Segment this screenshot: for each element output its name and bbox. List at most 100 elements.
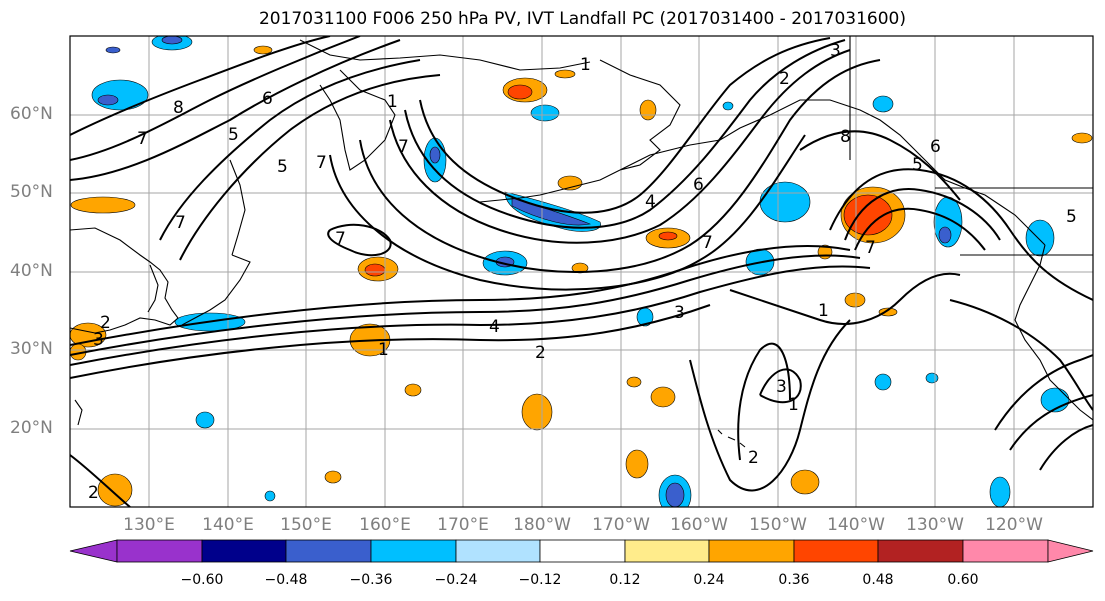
pv-positive-blob bbox=[625, 449, 649, 479]
contour-label: 5 bbox=[228, 125, 239, 145]
pv-positive-blob bbox=[626, 376, 642, 388]
longitude-label: 170°E bbox=[437, 515, 489, 535]
latitude-label: 50°N bbox=[10, 182, 53, 202]
colorbar-swatch bbox=[539, 539, 626, 563]
map-frame bbox=[69, 35, 1094, 508]
contour-line bbox=[844, 188, 1001, 241]
latitude-label: 20°N bbox=[10, 418, 53, 438]
pv-positive-blob bbox=[97, 473, 133, 507]
contour-label: 6 bbox=[693, 175, 704, 195]
contour-line bbox=[854, 207, 986, 251]
contour-label: 7 bbox=[335, 229, 346, 249]
pv-positive-blob bbox=[70, 196, 136, 214]
canada-border bbox=[849, 36, 1093, 256]
contour-label: 2 bbox=[535, 343, 546, 363]
pv-positive-blob bbox=[554, 69, 576, 79]
colorbar-tick-label: 0.12 bbox=[609, 572, 641, 588]
pv-negative-blob bbox=[872, 95, 894, 113]
colorbar-swatch bbox=[285, 539, 372, 563]
contour-label: 6 bbox=[930, 137, 941, 157]
pv-negative-blob bbox=[91, 79, 149, 111]
contour-line bbox=[389, 49, 851, 244]
colorbar-swatch bbox=[201, 539, 287, 563]
pv-negative-blob bbox=[105, 46, 121, 54]
pv-negative-blob bbox=[722, 101, 734, 111]
contour-label: 1 bbox=[378, 340, 389, 360]
contour-line bbox=[799, 130, 961, 201]
colorbar bbox=[69, 539, 1094, 563]
contour-label: 4 bbox=[489, 317, 500, 337]
pv-positive-blob bbox=[790, 469, 820, 495]
contour-line bbox=[949, 299, 1093, 411]
longitude-label: 150°E bbox=[280, 515, 332, 535]
colorbar-swatch bbox=[116, 539, 203, 563]
contour-line bbox=[829, 168, 1093, 301]
colorbar-swatch bbox=[624, 539, 710, 563]
aleutian-islands bbox=[479, 169, 621, 203]
longitude-label: 130°W bbox=[906, 515, 964, 535]
pv-positive-blob bbox=[253, 45, 273, 55]
colorbar-tick-label: −0.60 bbox=[180, 572, 224, 588]
pv-contours bbox=[70, 36, 1093, 507]
contour-label: 4 bbox=[645, 192, 656, 212]
colorbar-tick-label: −0.12 bbox=[518, 572, 562, 588]
contour-line bbox=[70, 304, 711, 379]
contour-label: 7 bbox=[702, 233, 713, 253]
colorbar-swatch bbox=[962, 539, 1049, 563]
contour-line bbox=[159, 59, 421, 241]
contour-label: 5 bbox=[912, 155, 923, 175]
pv-positive-blob bbox=[658, 231, 678, 241]
pv-positive-blob bbox=[639, 99, 657, 121]
pv-positive-blob bbox=[1071, 132, 1093, 144]
contour-label: 8 bbox=[840, 127, 851, 147]
contour-label: 3 bbox=[674, 303, 685, 323]
contour-label: 1 bbox=[580, 55, 591, 75]
contour-label: 6 bbox=[262, 89, 273, 109]
contour-label: 7 bbox=[137, 129, 148, 149]
colorbar-tick-label: −0.48 bbox=[264, 572, 308, 588]
colorbar-extend-low bbox=[69, 539, 118, 563]
longitude-label: 180°W bbox=[513, 515, 571, 535]
colorbar-swatch bbox=[370, 539, 457, 563]
contour-line bbox=[327, 223, 392, 257]
contour-label: 7 bbox=[316, 153, 327, 173]
longitude-label: 170°W bbox=[592, 515, 650, 535]
contour-line bbox=[759, 368, 802, 404]
pv-positive-blob bbox=[324, 470, 342, 484]
contour-label: 7 bbox=[865, 238, 876, 258]
korea-coastline bbox=[147, 264, 159, 313]
contour-line bbox=[729, 272, 961, 325]
longitude-label: 140°W bbox=[827, 515, 885, 535]
latitude-label: 40°N bbox=[10, 261, 53, 281]
contour-line bbox=[70, 254, 861, 356]
contour-line bbox=[1009, 394, 1093, 451]
colorbar-swatch bbox=[877, 539, 964, 563]
colorbar-swatch bbox=[455, 539, 541, 563]
contour-label: 7 bbox=[175, 213, 186, 233]
contour-label: 2 bbox=[779, 69, 790, 89]
colorbar-tick-label: 0.24 bbox=[693, 572, 725, 588]
contour-label: 3 bbox=[830, 41, 841, 61]
contour-line bbox=[404, 39, 846, 229]
contour-line bbox=[70, 265, 871, 366]
contour-line bbox=[1039, 424, 1093, 471]
pv-negative-blob bbox=[97, 94, 119, 106]
pv-positive-blob bbox=[70, 322, 107, 348]
colorbar-swatch bbox=[708, 539, 795, 563]
contour-label: 2 bbox=[88, 483, 99, 503]
contour-line bbox=[70, 454, 131, 507]
pv-negative-blob bbox=[161, 36, 183, 45]
pv-negative-blob bbox=[530, 104, 560, 122]
contour-label-group: 8 6 7 5 5 7 7 7 1 7 1 6 2 3 8 7 6 5 4 7 … bbox=[88, 41, 1077, 503]
pv-negative-blob bbox=[1025, 219, 1055, 257]
contour-line bbox=[70, 36, 331, 136]
longitude-label: 130°E bbox=[123, 515, 175, 535]
colorbar-tick-label: −0.36 bbox=[349, 572, 393, 588]
graticule bbox=[70, 36, 1093, 507]
contour-label: 2 bbox=[100, 313, 111, 333]
colorbar-tick-label: 0.36 bbox=[778, 572, 810, 588]
longitude-label: 140°E bbox=[202, 515, 254, 535]
pv-negative-blob bbox=[989, 476, 1011, 507]
pv-negative-blob bbox=[938, 226, 952, 244]
